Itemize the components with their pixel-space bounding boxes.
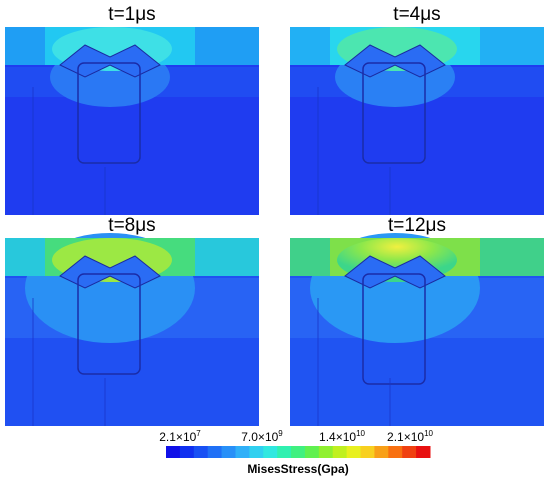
colorbar-segment xyxy=(304,446,320,458)
colorbar-segment xyxy=(416,446,431,458)
panel-title: t=12μs xyxy=(388,215,446,236)
colorbar-label-mantissa: 2.1×10 xyxy=(387,430,424,444)
colorbar-label-exponent: 9 xyxy=(278,429,283,438)
simulation-panel: t=4μs xyxy=(290,4,544,215)
colorbar-segment xyxy=(374,446,389,458)
colorbar-label-exponent: 7 xyxy=(196,429,201,438)
colorbar-label: 7.0×109 xyxy=(241,429,283,444)
colorbar-segment xyxy=(249,446,264,458)
colorbar-segment xyxy=(346,446,362,458)
projectile-head xyxy=(344,44,446,78)
projectile-head xyxy=(59,44,161,78)
projectile-head xyxy=(344,255,446,289)
colorbar-segment xyxy=(332,446,348,458)
colorbar-segment xyxy=(193,446,209,458)
projectile-body xyxy=(77,273,141,375)
colorbar-label-mantissa: 7.0×10 xyxy=(241,430,278,444)
panel-title: t=8μs xyxy=(108,215,155,236)
colorbar-segment xyxy=(277,446,292,458)
panel-title: t=4μs xyxy=(393,4,440,25)
simulation-panel: t=1μs xyxy=(5,4,259,215)
colorbar-label: 2.1×1010 xyxy=(387,429,433,444)
colorbar-segment xyxy=(235,446,250,458)
colorbar-segment xyxy=(402,446,417,458)
colorbar-label-exponent: 10 xyxy=(356,429,365,438)
colorbar-label-exponent: 10 xyxy=(424,429,433,438)
colorbar-segment xyxy=(179,446,195,458)
colorbar-title: MisesStress(Gpa) xyxy=(247,462,348,476)
colorbar-segment xyxy=(221,446,236,458)
colorbar-segment xyxy=(166,446,181,458)
colorbar-segment xyxy=(388,446,403,458)
projectile-head xyxy=(59,255,161,289)
colorbar-label: 1.4×1010 xyxy=(319,429,365,444)
colorbar-segment xyxy=(263,446,278,458)
colorbar-segment xyxy=(291,446,306,458)
projectile-body xyxy=(362,273,426,385)
simulation-panel: t=8μs xyxy=(5,215,259,426)
panels: t=1μs t=4μs t=8μs t=12μs xyxy=(5,4,544,426)
projectile-body xyxy=(77,62,141,164)
colorbar-label-mantissa: 2.1×10 xyxy=(159,430,196,444)
colorbar: 2.1×107 7.0×109 1.4×1010 2.1×1010 xyxy=(159,429,434,458)
colorbar-label-mantissa: 1.4×10 xyxy=(319,430,356,444)
colorbar-label: 2.1×107 xyxy=(159,429,201,444)
colorbar-segment xyxy=(360,446,375,458)
colorbar-segment xyxy=(207,446,223,458)
projectile-body xyxy=(362,62,426,164)
panel-title: t=1μs xyxy=(108,4,155,25)
colorbar-segment xyxy=(318,446,334,458)
simulation-panel: t=12μs xyxy=(290,215,544,426)
